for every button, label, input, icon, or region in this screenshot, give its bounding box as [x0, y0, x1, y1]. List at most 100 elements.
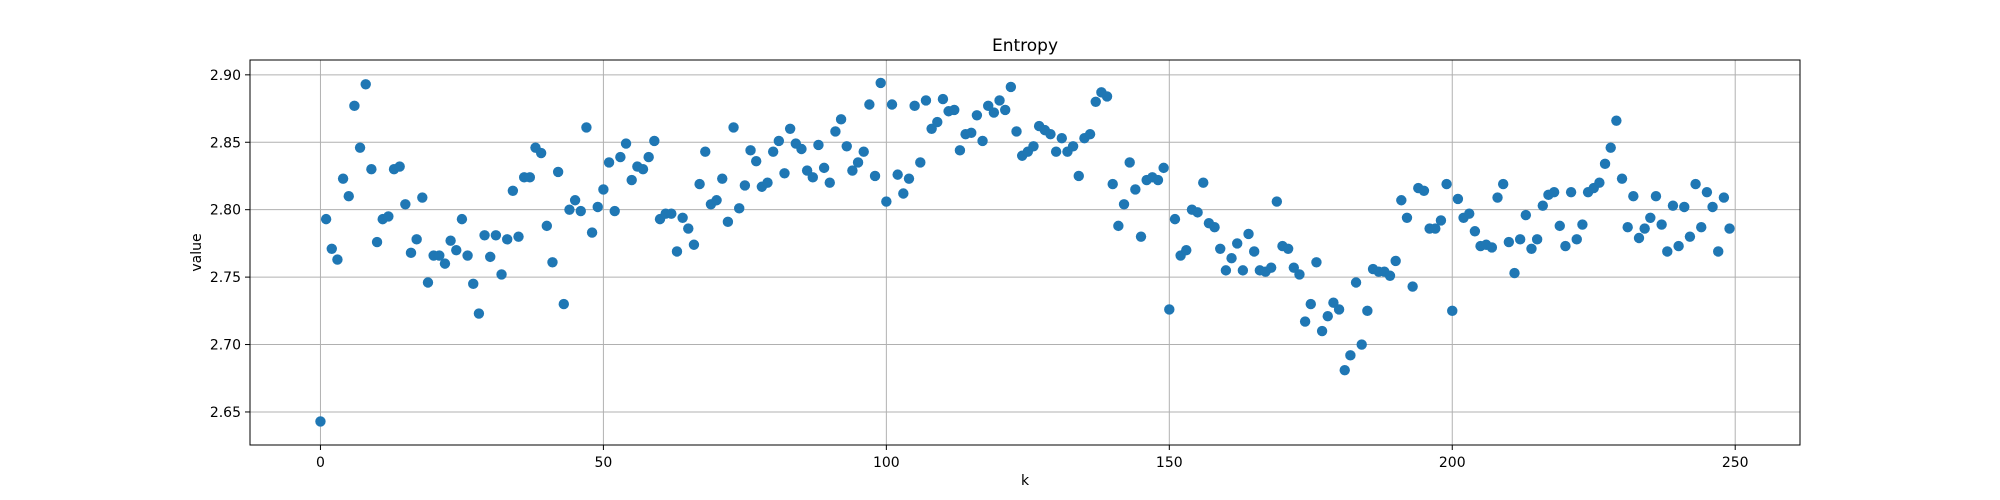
data-point	[1605, 142, 1616, 153]
data-point	[1248, 246, 1260, 257]
data-point	[1362, 305, 1373, 317]
data-point	[892, 169, 903, 180]
y-tick-label: 2.75	[210, 270, 241, 286]
data-point	[1628, 190, 1639, 202]
data-point	[994, 95, 1005, 106]
data-point	[417, 192, 428, 203]
data-point	[813, 139, 824, 151]
data-point	[750, 155, 762, 167]
data-point	[1441, 178, 1452, 190]
data-point	[694, 178, 705, 190]
data-point	[603, 157, 615, 168]
data-point	[1169, 213, 1181, 225]
data-point	[1056, 133, 1067, 144]
data-point	[1650, 190, 1662, 202]
data-point	[1073, 170, 1084, 182]
x-tick-label: 100	[873, 455, 900, 471]
data-point	[954, 145, 966, 156]
data-point	[1565, 186, 1577, 198]
data-point	[581, 122, 592, 133]
data-point	[496, 269, 507, 280]
plot-area-frame	[249, 59, 1801, 446]
data-point	[1311, 257, 1322, 268]
data-point	[847, 165, 858, 176]
data-point	[1333, 304, 1345, 315]
data-point	[1679, 201, 1690, 213]
data-point	[1616, 173, 1628, 184]
data-point	[1282, 243, 1294, 254]
data-point	[671, 246, 683, 257]
data-point	[1447, 305, 1458, 317]
data-point	[1656, 219, 1667, 230]
data-point	[864, 99, 875, 110]
data-point	[1243, 228, 1254, 240]
data-point	[1514, 234, 1526, 245]
data-point	[1118, 199, 1130, 210]
data-point	[456, 213, 468, 225]
data-point	[468, 278, 479, 290]
data-point	[451, 244, 462, 256]
y-tick-label: 2.80	[210, 203, 241, 219]
data-point	[1028, 141, 1039, 152]
data-point	[400, 199, 411, 210]
y-tick-label: 2.70	[210, 338, 241, 354]
data-point	[1011, 126, 1022, 137]
data-point	[1090, 96, 1101, 108]
y-axis-label: value	[189, 233, 205, 271]
data-point	[932, 116, 943, 128]
data-point	[773, 135, 785, 147]
data-point	[988, 107, 1000, 118]
data-point	[620, 138, 632, 149]
y-tick-label: 2.85	[210, 135, 241, 151]
data-point	[700, 146, 711, 157]
data-point	[513, 231, 524, 242]
data-point	[473, 308, 485, 319]
y-axis-ticks: 2.65 2.70 2.75 2.80 2.85 2.90	[210, 68, 250, 421]
data-point	[1662, 246, 1673, 257]
data-point	[1107, 178, 1118, 190]
data-point	[502, 234, 513, 245]
data-point	[586, 227, 598, 238]
data-point	[1152, 174, 1164, 186]
data-point	[1430, 223, 1441, 234]
data-point	[1322, 311, 1333, 322]
data-point	[1492, 192, 1503, 203]
data-point	[915, 157, 926, 168]
data-point	[1084, 128, 1096, 140]
data-point	[1497, 178, 1509, 190]
data-point	[1452, 193, 1464, 205]
data-point	[1469, 226, 1481, 237]
data-point	[830, 126, 841, 137]
data-point	[383, 211, 394, 222]
data-point	[1509, 267, 1520, 279]
data-point	[1599, 158, 1611, 170]
data-point	[1181, 244, 1192, 256]
data-point	[881, 196, 892, 207]
data-point	[1611, 115, 1622, 126]
data-point	[1113, 220, 1124, 232]
data-point	[371, 236, 383, 248]
data-point	[1124, 157, 1135, 168]
data-point	[535, 147, 547, 159]
data-point	[818, 162, 830, 174]
data-point	[1067, 141, 1079, 152]
data-point	[1101, 91, 1113, 102]
data-point	[575, 205, 586, 217]
data-point	[779, 168, 790, 179]
data-point	[366, 164, 377, 175]
data-point	[569, 195, 581, 206]
data-point	[1684, 231, 1696, 242]
data-point	[422, 277, 434, 288]
data-point	[649, 135, 660, 147]
x-tick-label: 250	[1722, 455, 1749, 471]
data-point	[360, 79, 371, 90]
data-point	[1520, 209, 1532, 221]
data-point	[734, 203, 745, 214]
data-point	[405, 247, 417, 259]
data-point	[1215, 243, 1226, 254]
data-point	[524, 172, 536, 183]
data-point	[1633, 232, 1645, 244]
data-point	[479, 230, 490, 241]
data-point	[1435, 215, 1447, 226]
